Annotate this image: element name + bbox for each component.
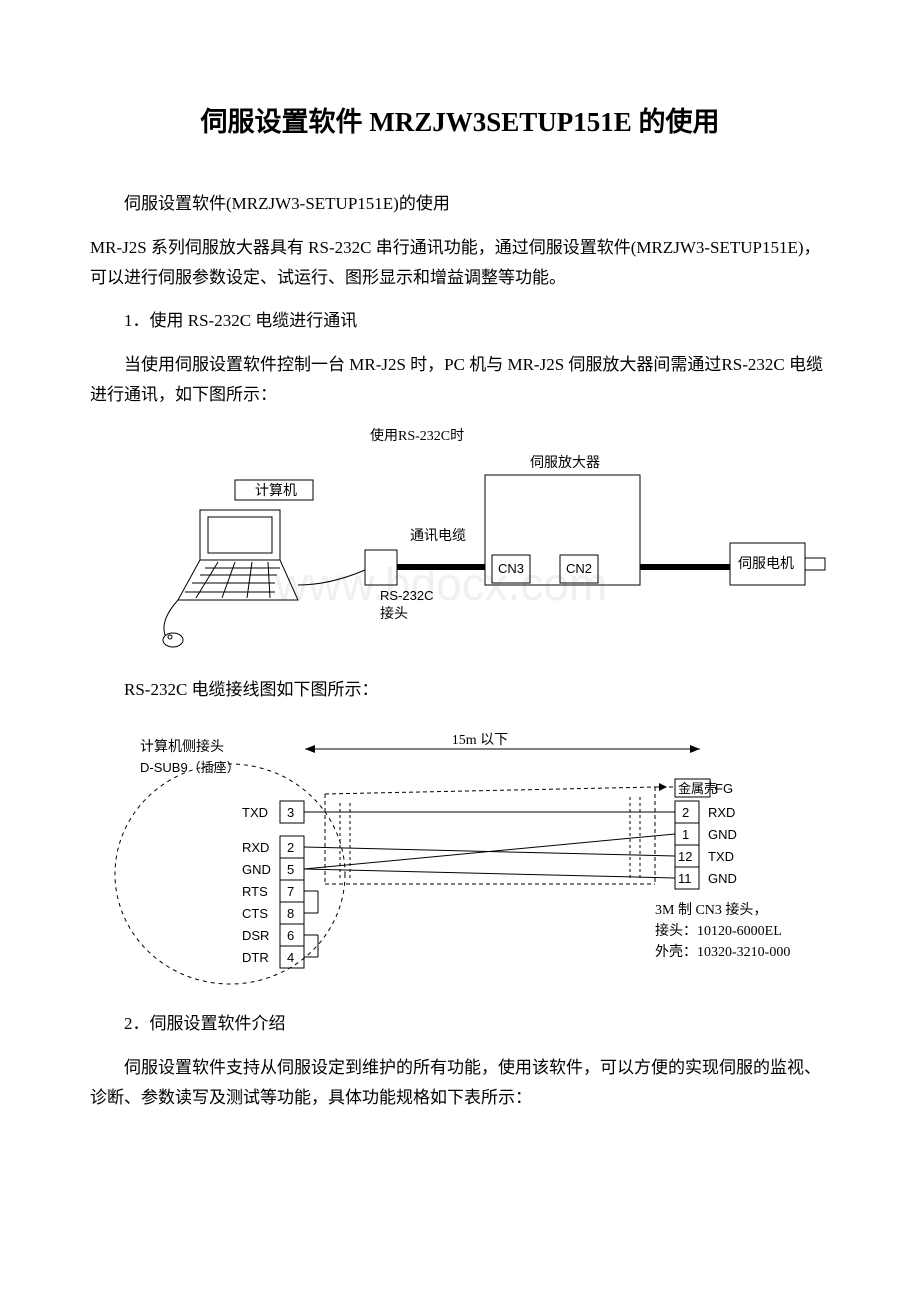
- cn3-plug-label: 接头：10120-6000EL: [655, 922, 782, 939]
- rpin-gnd-label: GND: [708, 827, 737, 842]
- pin-gnd-label: GND: [242, 862, 271, 877]
- pin-rts-label: RTS: [242, 884, 268, 899]
- page-title: 伺服设置软件 MRZJW3SETUP151E 的使用: [90, 100, 830, 139]
- left-socket-label: D-SUB9（插座）: [140, 760, 240, 775]
- diagram-header: 使用RS-232C时: [370, 427, 464, 444]
- pin-dsr-label: DSR: [242, 928, 269, 943]
- rpin-12-num: 12: [678, 849, 692, 864]
- pin-dtr-num: 4: [287, 950, 294, 965]
- paragraph-cable-desc: 当使用伺服设置软件控制一台 MR-J2S 时，PC 机与 MR-J2S 伺服放大…: [90, 350, 830, 410]
- distance-label: 15m 以下: [452, 733, 508, 748]
- rs232c-label: RS-232C: [380, 588, 433, 603]
- fg-label: FG: [715, 781, 733, 796]
- paragraph-description: MR-J2S 系列伺服放大器具有 RS-232C 串行通讯功能，通过伺服设置软件…: [90, 233, 830, 293]
- pin-rxd-label: RXD: [242, 840, 269, 855]
- section-1-heading: 1．使用 RS-232C 电缆进行通讯: [90, 306, 830, 336]
- paragraph-software-desc: 伺服设置软件支持从伺服设定到维护的所有功能，使用该软件，可以方便的实现伺服的监视…: [90, 1053, 830, 1113]
- pin-cts-label: CTS: [242, 906, 268, 921]
- cn2-label: CN2: [566, 561, 592, 576]
- computer-label: 计算机: [255, 483, 297, 499]
- cn3-shell-label: 外壳：10320-3210-000: [655, 943, 790, 960]
- paragraph-intro: 伺服设置软件(MRZJW3-SETUP151E)的使用: [90, 189, 830, 219]
- section-2-heading: 2．伺服设置软件介绍: [90, 1009, 830, 1039]
- diagram-rs232c-connection: 使用RS-232C时 www.bdocx.com 伺服放大器 计算机 通讯电缆 …: [130, 425, 830, 655]
- pin-gnd-num: 5: [287, 862, 294, 877]
- paragraph-wiring: RS-232C 电缆接线图如下图所示：: [90, 675, 830, 705]
- fg-shield-label: 金属壳: [678, 781, 717, 796]
- pin-dsr-num: 6: [287, 928, 294, 943]
- motor-label: 伺服电机: [738, 556, 794, 572]
- pin-txd-label: TXD: [242, 805, 268, 820]
- pin-dtr-label: DTR: [242, 950, 269, 965]
- cn3-label: CN3: [498, 561, 524, 576]
- connector-label: 接头: [380, 605, 408, 622]
- amplifier-label: 伺服放大器: [530, 455, 600, 471]
- rpin-gnd2-label: GND: [708, 871, 737, 886]
- rpin-1-num: 1: [682, 827, 689, 842]
- cn3-connector-label: 3M 制 CN3 接头，: [655, 901, 767, 918]
- rpin-11-num: 11: [678, 871, 692, 886]
- pin-txd-num: 3: [287, 805, 294, 820]
- right-pin-table: 2 RXD 1 GND 12 TXD 11 GND: [675, 801, 737, 889]
- pin-rxd-num: 2: [287, 840, 294, 855]
- rpin-2-num: 2: [682, 805, 689, 820]
- rpin-rxd-label: RXD: [708, 805, 735, 820]
- diagram-rs232c-wiring: 计算机侧接头 D-SUB9（插座） 15m 以下 TXD 3 RXD 2 GND…: [100, 719, 840, 989]
- cable-label: 通讯电缆: [410, 528, 466, 544]
- pin-cts-num: 8: [287, 906, 294, 921]
- pin-rts-num: 7: [287, 884, 294, 899]
- left-pin-table: TXD 3 RXD 2 GND 5 RTS 7 CTS 8 DSR 6 DTR …: [242, 801, 304, 968]
- left-connector-label: 计算机侧接头: [140, 738, 224, 755]
- rpin-txd-label: TXD: [708, 849, 734, 864]
